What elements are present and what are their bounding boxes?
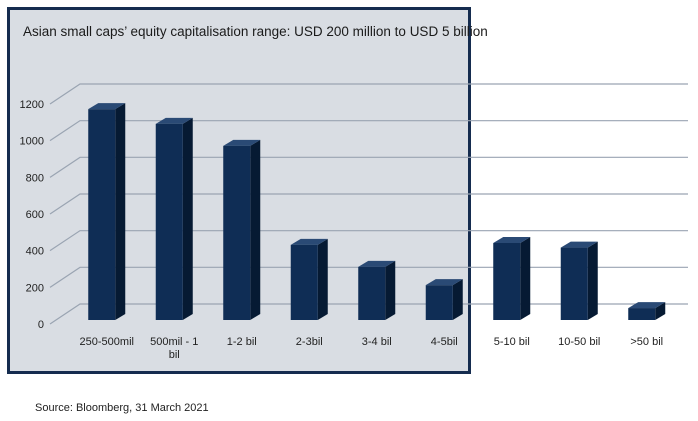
x-tick-label: 500mil - 1 bil bbox=[150, 336, 198, 361]
gridline bbox=[49, 303, 688, 325]
bar bbox=[290, 238, 328, 320]
bar bbox=[560, 241, 598, 320]
bar bbox=[425, 279, 463, 320]
bar-front bbox=[560, 247, 588, 320]
y-tick-label: 1000 bbox=[20, 136, 44, 148]
bar-top bbox=[358, 260, 396, 267]
bar-top bbox=[628, 302, 666, 309]
bar-front bbox=[628, 308, 656, 320]
bar-top bbox=[88, 103, 126, 110]
chart-title: Asian small caps’ equity capitalisation … bbox=[23, 24, 488, 39]
x-tick-label: 250-500mil bbox=[80, 336, 134, 348]
bar-top bbox=[155, 117, 193, 124]
bar-side bbox=[250, 139, 261, 320]
bar-side bbox=[520, 237, 531, 320]
bar-top bbox=[223, 139, 261, 146]
grid-lines bbox=[49, 83, 688, 325]
bar-side bbox=[452, 279, 463, 320]
bar-top bbox=[290, 238, 328, 245]
y-tick-label: 400 bbox=[26, 246, 44, 258]
y-tick-label: 800 bbox=[26, 172, 44, 184]
bar-front bbox=[155, 123, 183, 320]
bar-front bbox=[290, 244, 318, 320]
y-axis-ticks: 0 200 400 600 800 1000 1200 bbox=[20, 99, 44, 331]
x-tick-label: 3-4 bil bbox=[362, 336, 392, 348]
y-tick-label: 0 bbox=[38, 319, 44, 331]
source-note: Source: Bloomberg, 31 March 2021 bbox=[35, 402, 209, 414]
bar-side bbox=[587, 241, 598, 320]
bar bbox=[88, 103, 126, 321]
bar-top bbox=[560, 241, 598, 248]
bar-front bbox=[358, 266, 386, 320]
gridline bbox=[49, 83, 688, 105]
x-tick-label: 5-10 bil bbox=[494, 336, 530, 348]
y-tick-label: 1200 bbox=[20, 99, 44, 111]
bar bbox=[223, 139, 261, 320]
gridline bbox=[49, 266, 688, 288]
bars bbox=[88, 103, 666, 321]
x-tick-label: 1-2 bil bbox=[227, 336, 257, 348]
gridline bbox=[49, 193, 688, 215]
bar-side bbox=[385, 260, 396, 320]
bar-front bbox=[223, 145, 251, 320]
bar-top bbox=[425, 279, 463, 286]
x-tick-label: 2-3bil bbox=[296, 336, 323, 348]
bar-side bbox=[655, 302, 666, 320]
bar-side bbox=[317, 238, 328, 320]
gridline bbox=[49, 230, 688, 252]
bar bbox=[358, 260, 396, 320]
x-tick-label: 10-50 bil bbox=[558, 336, 600, 348]
x-tick-label: >50 bil bbox=[630, 336, 663, 348]
gridline bbox=[49, 156, 688, 178]
bar-side bbox=[115, 103, 126, 321]
bar-front bbox=[493, 243, 521, 320]
x-axis-ticks: 250-500mil 500mil - 1 bil 1-2 bil 2-3bil 3-4 … bbox=[80, 336, 664, 361]
x-tick-label: 4-5bil bbox=[431, 336, 458, 348]
y-tick-label: 600 bbox=[26, 209, 44, 221]
bar bbox=[155, 117, 193, 320]
bar-front bbox=[425, 285, 453, 320]
bar-front bbox=[88, 109, 116, 321]
gridline bbox=[49, 120, 688, 142]
bar bbox=[493, 237, 531, 320]
y-tick-label: 200 bbox=[26, 282, 44, 294]
bar bbox=[628, 302, 666, 320]
bar-top bbox=[493, 237, 531, 243]
bar-side bbox=[182, 117, 193, 320]
